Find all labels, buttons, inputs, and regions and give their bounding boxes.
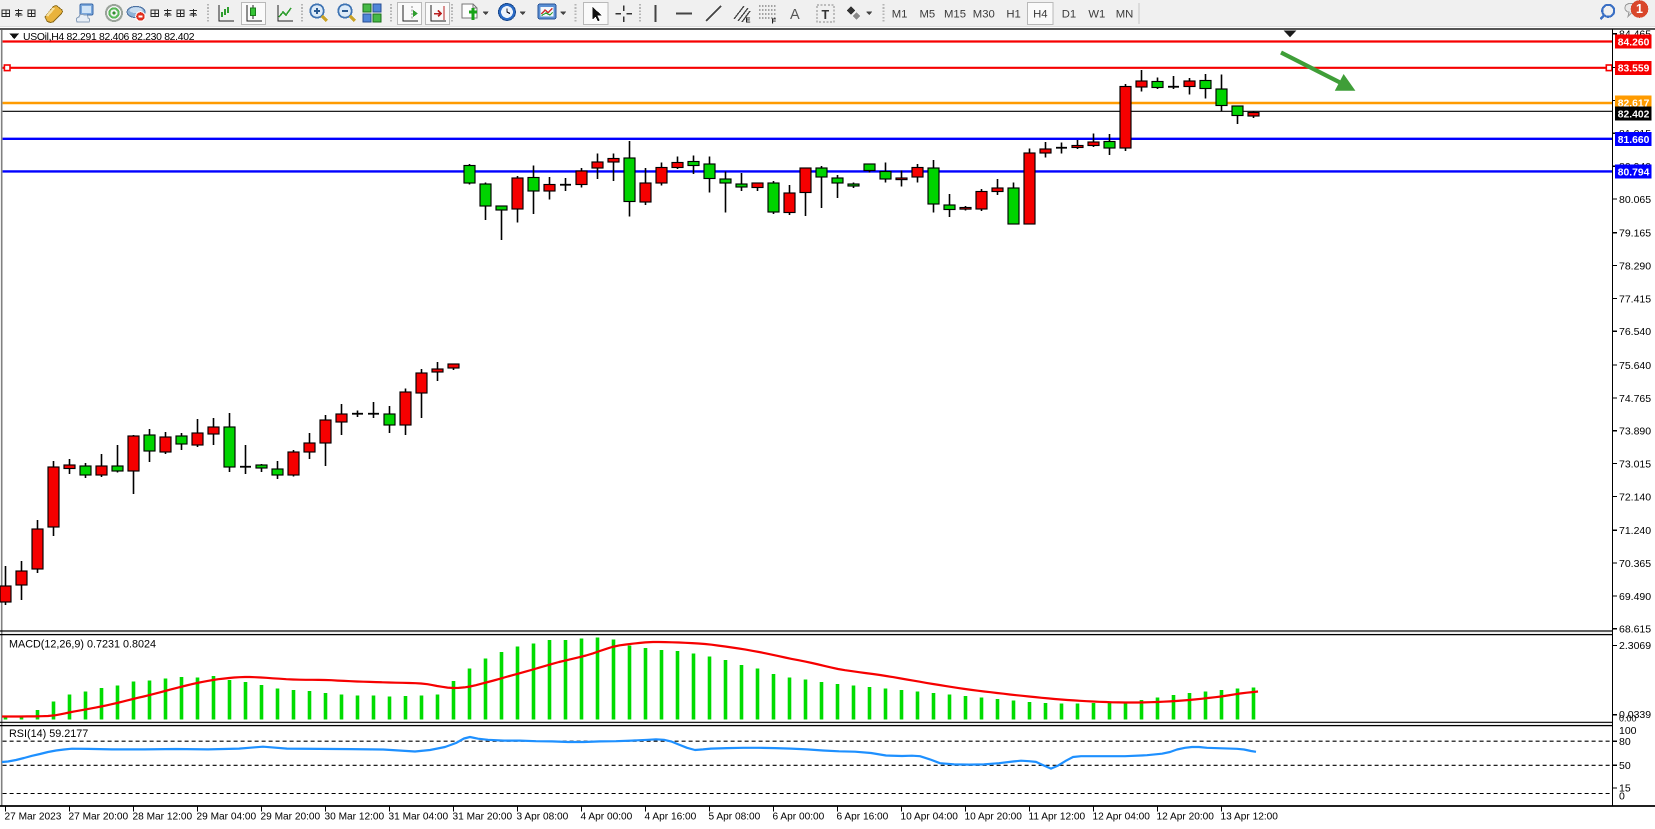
svg-text:73.015: 73.015 bbox=[1619, 458, 1651, 470]
svg-text:4 Apr 16:00: 4 Apr 16:00 bbox=[645, 812, 697, 823]
svg-text:29 Mar 04:00: 29 Mar 04:00 bbox=[197, 812, 257, 823]
svg-text:4 Apr 00:00: 4 Apr 00:00 bbox=[581, 812, 633, 823]
svg-text:71.240: 71.240 bbox=[1619, 525, 1651, 537]
svg-text:MACD(12,26,9) 0.7231 0.8024: MACD(12,26,9) 0.7231 0.8024 bbox=[9, 638, 156, 650]
svg-text:12 Apr 04:00: 12 Apr 04:00 bbox=[1093, 812, 1151, 823]
svg-text:A: A bbox=[790, 7, 800, 23]
svg-text:83.559: 83.559 bbox=[1618, 64, 1650, 75]
svg-text:31 Mar 20:00: 31 Mar 20:00 bbox=[453, 812, 513, 823]
svg-text:M15: M15 bbox=[944, 9, 966, 21]
svg-text:78.290: 78.290 bbox=[1619, 260, 1651, 272]
svg-text:28 Mar 12:00: 28 Mar 12:00 bbox=[133, 812, 193, 823]
svg-text:10 Apr 20:00: 10 Apr 20:00 bbox=[965, 812, 1023, 823]
svg-text:75.640: 75.640 bbox=[1619, 360, 1651, 372]
svg-text:100: 100 bbox=[1619, 725, 1637, 737]
svg-text:MN: MN bbox=[1116, 9, 1134, 21]
svg-text:74.765: 74.765 bbox=[1619, 393, 1651, 405]
svg-text:F: F bbox=[772, 17, 777, 26]
svg-text:11 Apr 12:00: 11 Apr 12:00 bbox=[1029, 812, 1086, 823]
svg-text:0: 0 bbox=[1619, 790, 1625, 802]
svg-text:E: E bbox=[746, 16, 751, 25]
svg-text:T: T bbox=[822, 8, 830, 22]
svg-text:W1: W1 bbox=[1088, 9, 1105, 21]
svg-text:5 Apr 08:00: 5 Apr 08:00 bbox=[709, 812, 761, 823]
svg-text:70.365: 70.365 bbox=[1619, 558, 1651, 570]
svg-text:M1: M1 bbox=[892, 9, 908, 21]
svg-text:84.260: 84.260 bbox=[1618, 37, 1650, 48]
svg-text:M30: M30 bbox=[973, 9, 995, 21]
svg-text:RSI(14) 59.2177: RSI(14) 59.2177 bbox=[9, 728, 88, 740]
svg-text:82.402: 82.402 bbox=[1618, 109, 1650, 120]
svg-text:68.615: 68.615 bbox=[1619, 624, 1651, 636]
svg-text:80.065: 80.065 bbox=[1619, 194, 1651, 206]
svg-text:80: 80 bbox=[1619, 736, 1631, 748]
svg-text:3 Apr 08:00: 3 Apr 08:00 bbox=[517, 812, 569, 823]
svg-text:77.415: 77.415 bbox=[1619, 293, 1651, 305]
svg-text:15: 15 bbox=[1619, 783, 1631, 795]
svg-text:31 Mar 04:00: 31 Mar 04:00 bbox=[389, 812, 449, 823]
svg-text:29 Mar 20:00: 29 Mar 20:00 bbox=[261, 812, 321, 823]
svg-text:69.490: 69.490 bbox=[1619, 591, 1651, 603]
svg-text:12 Apr 20:00: 12 Apr 20:00 bbox=[1157, 812, 1215, 823]
svg-text:1: 1 bbox=[1636, 2, 1643, 16]
svg-text:72.140: 72.140 bbox=[1619, 491, 1651, 503]
svg-text:82.617: 82.617 bbox=[1618, 98, 1650, 109]
svg-text:27 Mar 2023: 27 Mar 2023 bbox=[5, 812, 62, 823]
svg-text:D1: D1 bbox=[1062, 9, 1076, 21]
svg-text:76.540: 76.540 bbox=[1619, 326, 1651, 338]
svg-text:M5: M5 bbox=[919, 9, 935, 21]
svg-text:50: 50 bbox=[1619, 760, 1631, 772]
svg-text:6 Apr 00:00: 6 Apr 00:00 bbox=[773, 812, 825, 823]
svg-text:79.165: 79.165 bbox=[1619, 228, 1651, 240]
svg-text:H1: H1 bbox=[1006, 9, 1020, 21]
svg-text:0.00: 0.00 bbox=[1619, 714, 1637, 724]
svg-text:2.3069: 2.3069 bbox=[1619, 640, 1651, 652]
svg-text:13 Apr 12:00: 13 Apr 12:00 bbox=[1221, 812, 1279, 823]
svg-text:73.890: 73.890 bbox=[1619, 426, 1651, 438]
svg-text:H4: H4 bbox=[1033, 9, 1047, 21]
svg-text:10 Apr 04:00: 10 Apr 04:00 bbox=[901, 812, 959, 823]
svg-text:USOil,H4 82.291 82.406 82.230: USOil,H4 82.291 82.406 82.230 82.402 bbox=[23, 32, 195, 43]
svg-text:81.660: 81.660 bbox=[1618, 135, 1650, 146]
svg-text:6 Apr 16:00: 6 Apr 16:00 bbox=[837, 812, 889, 823]
svg-text:0.0339: 0.0339 bbox=[1619, 709, 1651, 721]
svg-text:80.794: 80.794 bbox=[1618, 167, 1650, 178]
svg-text:27 Mar 20:00: 27 Mar 20:00 bbox=[69, 812, 129, 823]
svg-text:30 Mar 12:00: 30 Mar 12:00 bbox=[325, 812, 385, 823]
